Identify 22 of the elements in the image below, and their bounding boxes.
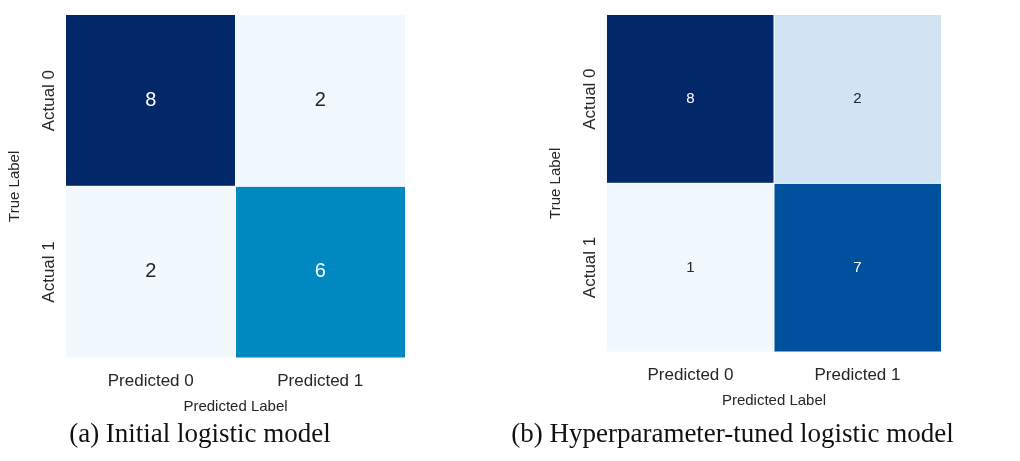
y-tick-label: Actual 1 — [580, 236, 600, 299]
data-label: 8 — [686, 89, 695, 107]
y-axis-title: True Label — [5, 150, 23, 222]
data-label: 6 — [314, 259, 326, 282]
y-axis-title: True Label — [546, 147, 564, 219]
text: (b) Hyperparameter-tuned logistic model — [510, 418, 955, 449]
x-axis-title: Predicted Label — [721, 391, 827, 409]
x-tick-label: Predicted 0 — [647, 365, 734, 385]
data-label: 7 — [853, 257, 862, 275]
x-tick-label: Predicted 0 — [107, 371, 194, 391]
y-tick-label: Actual 0 — [580, 68, 600, 130]
data-label: 2 — [145, 259, 157, 282]
x-tick-label: Predicted 1 — [277, 371, 364, 391]
data-label: 2 — [853, 89, 862, 107]
y-tick-label: Actual 0 — [39, 69, 59, 132]
text: (a) Initial logistic model — [68, 418, 332, 449]
data-label: 1 — [686, 257, 695, 275]
data-label: 2 — [314, 88, 326, 111]
data-label: 8 — [145, 88, 157, 111]
y-tick-label: Actual 1 — [39, 241, 59, 303]
x-axis-title: Predicted Label — [183, 397, 288, 415]
x-tick-label: Predicted 1 — [814, 365, 901, 385]
